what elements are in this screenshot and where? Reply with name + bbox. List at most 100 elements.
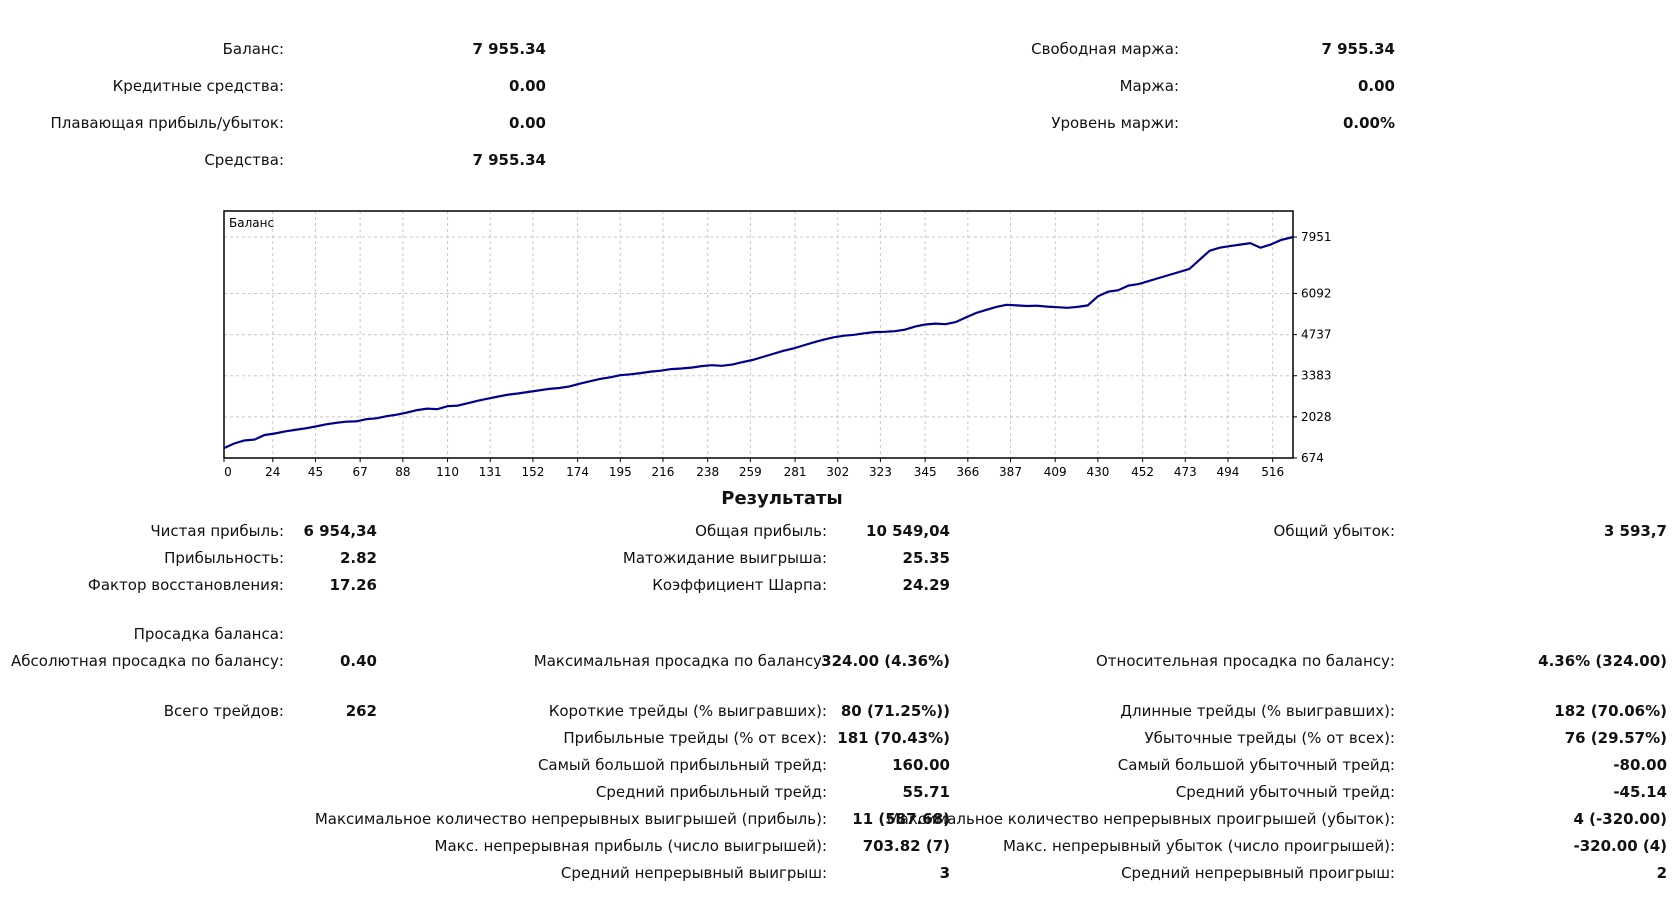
max-consec-losses-value: 4 (-320.00)	[1573, 810, 1667, 828]
chart-series-line-balance	[223, 235, 1294, 450]
chart-x-tick-label: 345	[914, 465, 937, 479]
abs-drawdown-value: 0.40	[339, 652, 377, 670]
chart-x-tick-label: 494	[1217, 465, 1240, 479]
chart-x-tick-label: 216	[652, 465, 675, 479]
chart-x-tick-label: 366	[956, 465, 979, 479]
chart-x-tick-label: 67	[353, 465, 368, 479]
profit-trades-label: Прибыльные трейды (% от всех):	[563, 729, 827, 747]
chart-x-tick-label: 323	[869, 465, 892, 479]
chart-x-tick-label: 387	[999, 465, 1022, 479]
long-trades-value: 182 (70.06%)	[1554, 702, 1667, 720]
short-trades-value: 80 (71.25%))	[840, 702, 950, 720]
long-trades-label: Длинные трейды (% выигравших):	[1120, 702, 1395, 720]
free-margin-value: 7 955.34	[1321, 40, 1395, 58]
chart-x-tick-label: 152	[521, 465, 544, 479]
abs-drawdown-label: Абсолютная просадка по балансу:	[11, 652, 284, 670]
credit-value: 0.00	[508, 77, 546, 95]
avg-consec-losses-label: Средний непрерывный проигрыш:	[1121, 864, 1395, 882]
sharpe-label: Коэффициент Шарпа:	[652, 576, 827, 594]
total-trades-value: 262	[345, 702, 377, 720]
avg-loss-label: Средний убыточный трейд:	[1175, 783, 1395, 801]
chart-x-tick-label: 131	[479, 465, 502, 479]
chart-x-tick-label: 238	[696, 465, 719, 479]
profitability-label: Прибыльность:	[164, 549, 284, 567]
avg-consec-wins-label: Средний непрерывный выигрыш:	[560, 864, 827, 882]
largest-profit-value: 160.00	[892, 756, 950, 774]
floating-pl-value: 0.00	[508, 114, 546, 132]
margin-value: 0.00	[1357, 77, 1395, 95]
net-profit-value: 6 954,34	[303, 522, 377, 540]
chart-x-tick-label: 473	[1174, 465, 1197, 479]
max-consec-losses-label: Максимальное количество непрерывных прои…	[886, 810, 1395, 828]
free-margin-label: Свободная маржа:	[1031, 40, 1179, 58]
max-consec-loss-value: -320.00 (4)	[1573, 837, 1667, 855]
avg-consec-losses-value: 2	[1656, 864, 1667, 882]
chart-y-tick-label: 3383	[1301, 369, 1332, 383]
avg-profit-label: Средний прибыльный трейд:	[595, 783, 827, 801]
rel-drawdown-label: Относительная просадка по балансу:	[1095, 652, 1395, 670]
loss-trades-value: 76 (29.57%)	[1564, 729, 1667, 747]
chart-x-tick-label: 88	[395, 465, 410, 479]
expected-payoff-label: Матожидание выигрыша:	[622, 549, 827, 567]
chart-grid	[224, 211, 1293, 458]
recovery-factor-label: Фактор восстановления:	[87, 576, 284, 594]
balance-label: Баланс:	[222, 40, 284, 58]
chart-y-tick-label: 7951	[1301, 230, 1332, 244]
rel-drawdown-value: 4.36% (324.00)	[1538, 652, 1667, 670]
chart-y-axis: 7951 6092 4737 3383 2028 674	[1293, 230, 1332, 465]
gross-loss-value: 3 593,7	[1603, 522, 1667, 540]
results-title: Результаты	[721, 488, 843, 509]
avg-consec-wins-value: 3	[939, 864, 950, 882]
net-profit-label: Чистая прибыль:	[150, 522, 284, 540]
largest-loss-value: -80.00	[1613, 756, 1667, 774]
chart-x-tick-label: 24	[265, 465, 280, 479]
gross-profit-label: Общая прибыль:	[695, 522, 827, 540]
chart-y-tick-label: 2028	[1301, 410, 1332, 424]
chart-x-tick-label: 259	[739, 465, 762, 479]
short-trades-label: Короткие трейды (% выигравших):	[548, 702, 827, 720]
max-consec-loss-label: Макс. непрерывный убыток (число проигрыш…	[1002, 837, 1395, 855]
max-consec-wins-value: 11 (587.68)	[852, 810, 950, 828]
chart-x-tick-label: 302	[826, 465, 849, 479]
chart-x-axis: 0 24 45 67 88 110 131 152 174 195 216 238 259 281 302 3…	[223, 458, 1284, 479]
max-consec-profit-label: Макс. непрерывная прибыль (число выигрыш…	[434, 837, 827, 855]
max-consec-wins-label: Максимальное количество непрерывных выиг…	[314, 810, 827, 828]
chart-title: Баланс	[229, 216, 274, 230]
largest-loss-label: Самый большой убыточный трейд:	[1117, 756, 1395, 774]
largest-profit-label: Самый большой прибыльный трейд:	[537, 756, 827, 774]
loss-trades-label: Убыточные трейды (% от всех):	[1144, 729, 1395, 747]
chart-y-tick-label: 6092	[1301, 286, 1332, 300]
recovery-factor-value: 17.26	[329, 576, 377, 594]
total-trades-label: Всего трейдов:	[163, 702, 284, 720]
chart-x-tick-label: 110	[436, 465, 459, 479]
chart-x-tick-label: 174	[566, 465, 589, 479]
chart-x-tick-label: 430	[1086, 465, 1109, 479]
margin-level-label: Уровень маржи:	[1051, 114, 1179, 132]
avg-loss-value: -45.14	[1613, 783, 1667, 801]
equity-value: 7 955.34	[472, 151, 546, 169]
credit-label: Кредитные средства:	[112, 77, 284, 95]
margin-label: Маржа:	[1119, 77, 1179, 95]
avg-profit-value: 55.71	[902, 783, 950, 801]
chart-x-tick-label: 409	[1044, 465, 1067, 479]
expected-payoff-value: 25.35	[902, 549, 950, 567]
profitability-value: 2.82	[339, 549, 377, 567]
margin-level-value: 0.00%	[1342, 114, 1395, 132]
max-drawdown-label: Максимальная просадка по балансу:	[533, 652, 827, 670]
chart-y-tick-label: 4737	[1301, 328, 1332, 342]
balance-value: 7 955.34	[472, 40, 546, 58]
gross-profit-value: 10 549,04	[866, 522, 950, 540]
floating-pl-label: Плавающая прибыль/убыток:	[50, 114, 284, 132]
chart-x-tick-label: 516	[1261, 465, 1284, 479]
chart-x-tick-label: 45	[308, 465, 323, 479]
chart-x-tick-label: 281	[784, 465, 807, 479]
sharpe-value: 24.29	[902, 576, 950, 594]
chart-x-tick-label: 452	[1131, 465, 1154, 479]
drawdown-header-label: Просадка баланса:	[133, 625, 284, 643]
chart-y-tick-label: 674	[1301, 451, 1324, 465]
chart-x-tick-label: 195	[609, 465, 632, 479]
max-consec-profit-value: 703.82 (7)	[862, 837, 950, 855]
chart-x-tick-label: 0	[224, 465, 232, 479]
equity-label: Средства:	[204, 151, 284, 169]
